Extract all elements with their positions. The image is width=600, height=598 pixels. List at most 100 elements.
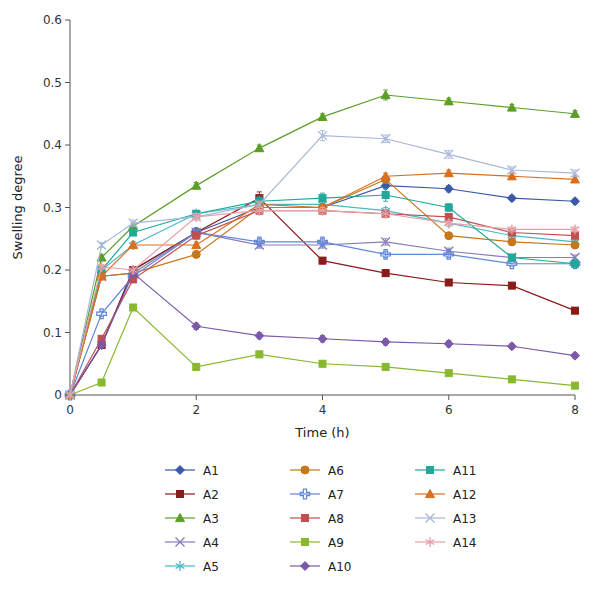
data-point	[255, 331, 264, 340]
data-point	[508, 282, 515, 289]
data-point	[508, 238, 516, 246]
legend-swatch-marker	[300, 489, 310, 499]
series-line	[70, 173, 575, 395]
legend: A1A2A3A4A5A6A7A8A9A10A11A12A13A14	[165, 464, 476, 574]
series-line	[70, 211, 575, 395]
data-point	[444, 97, 453, 105]
legend-label: A8	[328, 512, 344, 526]
legend-item: A10	[290, 560, 351, 574]
data-point	[97, 241, 106, 250]
legend-swatch-marker	[426, 490, 435, 498]
data-point	[192, 212, 201, 222]
x-tick-label: 0	[66, 403, 74, 417]
plot-data	[65, 90, 580, 400]
y-tick-label: 0.2	[43, 263, 62, 277]
series-line	[70, 233, 575, 396]
data-point	[381, 250, 391, 260]
error-bar	[320, 193, 325, 203]
y-tick	[65, 20, 70, 21]
series-line	[70, 308, 575, 396]
error-bar	[573, 383, 578, 388]
error-bar	[194, 233, 199, 239]
data-point	[192, 322, 201, 331]
data-point	[255, 237, 265, 247]
x-tick	[448, 395, 449, 400]
data-point	[66, 390, 75, 400]
data-point	[255, 206, 264, 216]
series	[66, 131, 580, 400]
x-tick	[322, 395, 323, 400]
data-point	[66, 390, 75, 400]
error-bar	[131, 229, 136, 235]
data-point	[65, 390, 75, 400]
data-point	[130, 229, 137, 236]
legend-label: A13	[453, 512, 476, 526]
data-point	[444, 250, 454, 260]
data-point	[571, 241, 579, 249]
data-point	[192, 250, 200, 258]
legend-swatch-marker	[426, 537, 435, 547]
data-point	[382, 363, 389, 370]
data-point	[508, 376, 515, 383]
data-point	[507, 194, 516, 203]
data-point	[319, 257, 326, 264]
data-point	[98, 342, 105, 349]
data-point	[445, 279, 452, 286]
error-bar	[320, 258, 325, 264]
series	[66, 175, 579, 399]
data-point	[318, 206, 327, 216]
legend-swatch-marker	[301, 466, 309, 474]
legend-item: A13	[415, 512, 476, 526]
legend-swatch-marker	[176, 514, 185, 522]
legend-label: A6	[328, 464, 344, 478]
series-line	[70, 233, 575, 396]
y-tick	[65, 145, 70, 146]
legend-item: A6	[290, 464, 344, 478]
data-point	[66, 391, 74, 399]
data-point	[507, 166, 516, 175]
data-point	[445, 204, 452, 211]
legend-swatch-marker	[176, 561, 185, 571]
error-bar	[446, 204, 451, 212]
y-tick-label: 0.6	[43, 13, 62, 27]
error-bar	[573, 308, 578, 314]
data-point	[97, 341, 106, 350]
data-point	[508, 224, 517, 234]
x-tick	[196, 395, 197, 400]
error-bar	[509, 377, 514, 382]
legend-label: A3	[203, 512, 219, 526]
data-point	[444, 218, 453, 228]
axes: 0246800.10.20.30.40.50.6Time (h)Swelling…	[10, 13, 579, 440]
legend-item: A4	[165, 536, 219, 550]
data-point	[129, 240, 138, 250]
y-tick	[65, 207, 70, 208]
legend-item: A3	[165, 512, 219, 526]
data-point	[444, 339, 453, 348]
data-point	[256, 351, 263, 358]
data-point	[382, 192, 389, 199]
data-point	[445, 370, 452, 377]
series	[66, 228, 580, 400]
data-point	[319, 195, 326, 202]
error-bar	[257, 351, 262, 357]
legend-item: A11	[415, 464, 476, 478]
series-line	[70, 136, 575, 395]
data-point	[381, 172, 390, 180]
error-bar	[383, 364, 388, 370]
data-point	[192, 181, 201, 189]
legend-label: A2	[203, 488, 219, 502]
data-point	[129, 219, 138, 228]
error-bar	[194, 364, 199, 370]
y-tick-label: 0.5	[43, 76, 62, 90]
legend-label: A4	[203, 536, 219, 550]
error-bar	[383, 189, 388, 202]
error-bar	[573, 261, 578, 266]
data-point	[445, 232, 453, 240]
data-point	[129, 241, 138, 249]
series	[66, 269, 580, 400]
data-point	[571, 109, 580, 117]
legend-item: A1	[165, 464, 219, 478]
legend-label: A7	[328, 488, 344, 502]
y-tick-label: 0.1	[43, 326, 62, 340]
data-point	[507, 253, 516, 262]
